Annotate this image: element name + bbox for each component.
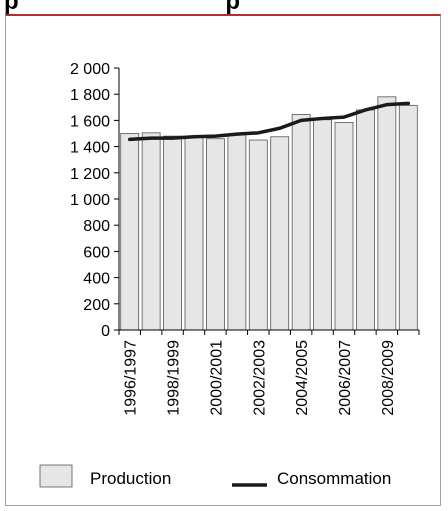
production-bar xyxy=(356,109,375,331)
y-tick-label: 600 xyxy=(83,244,110,261)
production-bar xyxy=(141,132,161,331)
production-bar xyxy=(270,136,290,331)
y-tick-label: 1 000 xyxy=(70,192,110,209)
x-tick-label: 2008/2009 xyxy=(380,340,397,416)
production-bar xyxy=(334,121,354,331)
production-bar xyxy=(377,96,397,331)
y-tick-label: 1 200 xyxy=(70,166,110,183)
production-bar xyxy=(291,114,311,331)
x-tick-label: 1996/1997 xyxy=(123,340,140,416)
production-bar xyxy=(227,134,247,331)
consumption-line-path xyxy=(127,101,411,142)
legend-production-swatch xyxy=(39,464,73,488)
consumption-line xyxy=(127,101,411,142)
production-bar xyxy=(120,133,140,331)
x-tick-label: 2002/2003 xyxy=(251,340,268,416)
y-tick-label: 400 xyxy=(83,271,110,288)
production-bars xyxy=(120,96,418,331)
legend: Production Consommation xyxy=(39,464,391,488)
production-bar xyxy=(398,104,418,331)
legend-consumption-label: Consommation xyxy=(277,469,391,488)
x-tick-label: 2004/2005 xyxy=(294,340,311,416)
x-axis: 1996/1997 1998/1999 2000/2001 2002/2003 2004… xyxy=(118,329,420,416)
chart-frame xyxy=(5,14,441,506)
legend-production-label: Production xyxy=(90,469,171,488)
cropped-heading-text: p p xyxy=(4,0,241,14)
x-tick-label: 1998/1999 xyxy=(166,340,183,416)
production-bar xyxy=(248,139,268,331)
production-bar xyxy=(313,119,332,331)
y-tick-label: 800 xyxy=(83,218,110,235)
y-tick-label: 200 xyxy=(83,297,110,314)
x-tick-label: 2006/2007 xyxy=(337,340,354,416)
production-bar xyxy=(163,135,182,331)
x-tick-label: 2000/2001 xyxy=(208,340,225,416)
y-tick-label: 2 000 xyxy=(70,61,110,78)
y-tick-label: 0 xyxy=(101,323,110,340)
y-tick-label: 1 800 xyxy=(70,87,110,104)
y-tick-label: 1 400 xyxy=(70,140,110,157)
cropped-heading-strip: p p xyxy=(0,0,448,14)
production-bar xyxy=(184,137,204,331)
y-tick-label: 1 600 xyxy=(70,113,110,130)
production-bar xyxy=(206,138,225,331)
y-axis: 0 200 400 600 800 1 000 1 200 1 400 1 600 1 800 2 … xyxy=(70,61,120,340)
